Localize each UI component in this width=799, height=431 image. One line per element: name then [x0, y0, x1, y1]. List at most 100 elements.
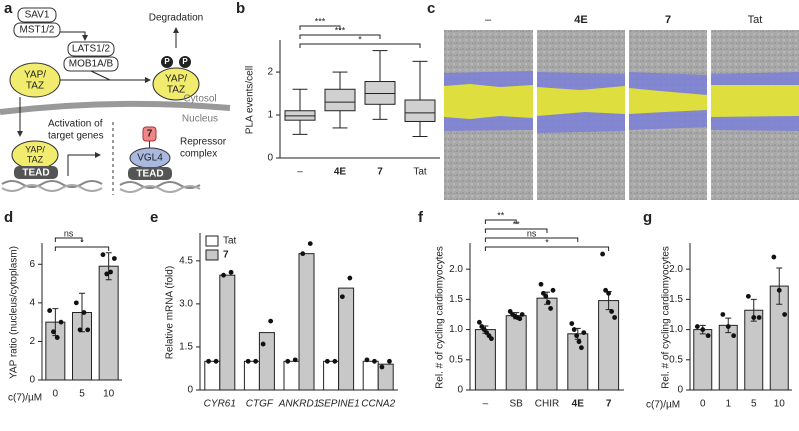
- data-point: [228, 269, 234, 275]
- bar: [744, 309, 764, 391]
- significance-bracket: [54, 237, 83, 242]
- significance-label: *: [80, 237, 84, 247]
- y-tick-label: 2.0: [449, 264, 463, 275]
- node-label: MOB1A/B: [69, 59, 114, 70]
- x-tick-label: –: [483, 399, 489, 410]
- data-point: [576, 339, 582, 345]
- significance-label: ***: [315, 16, 326, 26]
- yap-taz: [152, 67, 200, 101]
- data-point: [379, 364, 385, 370]
- node-label: TEAD: [136, 169, 163, 180]
- bar: [98, 265, 119, 381]
- y-tick-label: 1.0: [669, 324, 683, 335]
- data-point: [705, 333, 711, 339]
- y-tick-label: 1.5: [449, 294, 463, 305]
- data-point: [517, 316, 523, 322]
- data-point: [603, 287, 608, 293]
- significance-label: ***: [335, 25, 346, 35]
- data-point: [489, 336, 494, 342]
- data-point: [111, 256, 117, 261]
- panel-label: g: [643, 209, 652, 226]
- node-label: P: [164, 57, 170, 66]
- scratch-images: – 4E 7 Tat: [444, 14, 799, 200]
- node-label: SAV1: [25, 10, 50, 21]
- data-point: [581, 330, 587, 336]
- data-point: [213, 358, 219, 364]
- data-point: [307, 241, 313, 247]
- data-point: [339, 294, 345, 300]
- bar: [243, 360, 260, 391]
- y-tick-label: 0: [267, 153, 273, 164]
- significance-bracket: [484, 237, 579, 242]
- bar: [536, 297, 558, 391]
- dna: [119, 185, 201, 193]
- data-point: [300, 251, 306, 257]
- node-label: MST1/2: [19, 25, 54, 36]
- significance-label: *: [358, 34, 362, 44]
- bar: [362, 360, 379, 391]
- data-point: [600, 251, 605, 257]
- data-point: [609, 309, 614, 314]
- node-label: TAZ: [167, 85, 185, 96]
- x-tick-label: 5: [79, 389, 85, 400]
- arrow: [67, 152, 101, 176]
- x-tick-label: 5: [751, 399, 757, 410]
- y-tick-label: 2: [29, 336, 35, 347]
- x-tick-label: 0: [700, 399, 706, 410]
- panel-label: a: [4, 0, 13, 17]
- data-point: [771, 254, 777, 260]
- x-axis-label: c(7)/µM: [8, 393, 42, 404]
- node-label: Activation of: [48, 119, 103, 130]
- y-tick-label: 1.0: [449, 324, 463, 335]
- image-label: –: [485, 14, 492, 26]
- node-label: Degradation: [149, 13, 203, 24]
- significance-bracket: [484, 228, 548, 233]
- bar: [338, 287, 355, 391]
- significance-bracket: [299, 25, 341, 30]
- data-point: [221, 272, 226, 278]
- box: [404, 99, 436, 122]
- data-point: [332, 358, 338, 364]
- data-point: [776, 287, 782, 293]
- x-tick-label: 0: [53, 389, 59, 400]
- x-tick-label: CHIR: [535, 399, 559, 410]
- node-label: Repressor: [180, 137, 227, 148]
- y-tick-label: 1.5: [669, 294, 683, 305]
- bar: [505, 315, 527, 391]
- bar: [258, 332, 275, 391]
- x-tick-label: 7: [377, 167, 383, 178]
- y-axis-label: YAP ratio (nucleus/cytoplasm): [9, 246, 20, 379]
- significance-label: **: [513, 219, 521, 229]
- data-point: [73, 300, 79, 306]
- x-tick-label: 4E: [572, 399, 585, 410]
- bar: [204, 360, 221, 391]
- node-box: [67, 41, 115, 57]
- data-point: [372, 358, 377, 364]
- y-axis-label: PLA events/cell: [245, 66, 256, 134]
- data-point: [364, 357, 370, 363]
- x-tick-label: Tat: [413, 167, 427, 178]
- data-point: [77, 327, 83, 333]
- node-label: 7: [147, 129, 153, 140]
- dna: [1, 184, 103, 192]
- y-tick-label: 0.5: [669, 354, 683, 365]
- panel-label: d: [4, 209, 13, 226]
- data-point: [387, 358, 392, 364]
- legend-swatch: [205, 235, 219, 247]
- bar: [693, 329, 713, 391]
- box: [324, 88, 356, 112]
- data-point: [245, 358, 251, 364]
- membrane: [0, 100, 231, 115]
- node-box: [13, 22, 61, 38]
- x-tick-label: 7: [606, 399, 612, 410]
- panel-label: b: [236, 0, 245, 17]
- data-point: [543, 293, 549, 299]
- image-label: Tat: [748, 14, 763, 26]
- panel-label: c: [427, 0, 435, 17]
- data-point: [782, 312, 788, 317]
- arrow: [60, 31, 88, 41]
- data-point: [104, 271, 110, 277]
- image-label: 4E: [574, 14, 587, 26]
- node-label: YAP/: [24, 70, 46, 81]
- data-point: [108, 269, 113, 275]
